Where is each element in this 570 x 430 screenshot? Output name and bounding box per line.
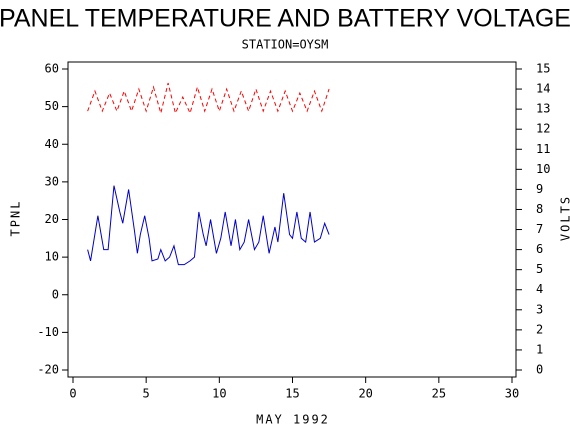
data-line: [87, 82, 330, 116]
y-tick-label: 40: [45, 137, 59, 151]
y2-tick-label: 8: [536, 202, 543, 216]
y2-tick-label: 9: [536, 182, 543, 196]
y2-tick-label: 10: [536, 162, 550, 176]
y-tick-label: 10: [45, 250, 59, 264]
y2-tick-label: 15: [536, 62, 550, 76]
x-tick-label: 20: [358, 387, 372, 401]
y-axis-label: TPNL: [9, 200, 23, 237]
x-tick-label: 10: [212, 387, 226, 401]
x-tick-label: 5: [143, 387, 150, 401]
y2-tick-label: 2: [536, 322, 543, 336]
y2-tick-label: 13: [536, 102, 550, 116]
y-tick-label: 20: [45, 212, 59, 226]
x-tick-label: 30: [505, 387, 519, 401]
y-tick-label: -10: [37, 325, 59, 339]
y-tick-label: 50: [45, 99, 59, 113]
x-tick-label: 0: [69, 387, 76, 401]
y2-tick-label: 14: [536, 82, 550, 96]
y-tick-label: 30: [45, 174, 59, 188]
y2-axis-label: VOLTS: [559, 195, 570, 241]
x-tick-label: 15: [285, 387, 299, 401]
y2-tick-label: 1: [536, 342, 543, 356]
y2-tick-label: 11: [536, 142, 550, 156]
chart-title: PANEL TEMPERATURE AND BATTERY VOLTAGE: [0, 5, 570, 33]
y-tick-label: 0: [52, 287, 59, 301]
y2-tick-label: 6: [536, 242, 543, 256]
y2-tick-label: 3: [536, 302, 543, 316]
x-tick-label: 25: [432, 387, 446, 401]
y2-tick-label: 12: [536, 122, 550, 136]
y2-tick-label: 5: [536, 262, 543, 276]
y-tick-label: 60: [45, 62, 59, 76]
x-axis-label: MAY 1992: [256, 413, 330, 427]
y2-tick-label: 7: [536, 222, 543, 236]
data-line: [87, 185, 330, 266]
y2-tick-label: 0: [536, 363, 543, 377]
y2-tick-label: 4: [536, 282, 543, 296]
chart-subtitle: STATION=OYSM: [242, 38, 329, 52]
y-tick-label: -20: [37, 363, 59, 377]
